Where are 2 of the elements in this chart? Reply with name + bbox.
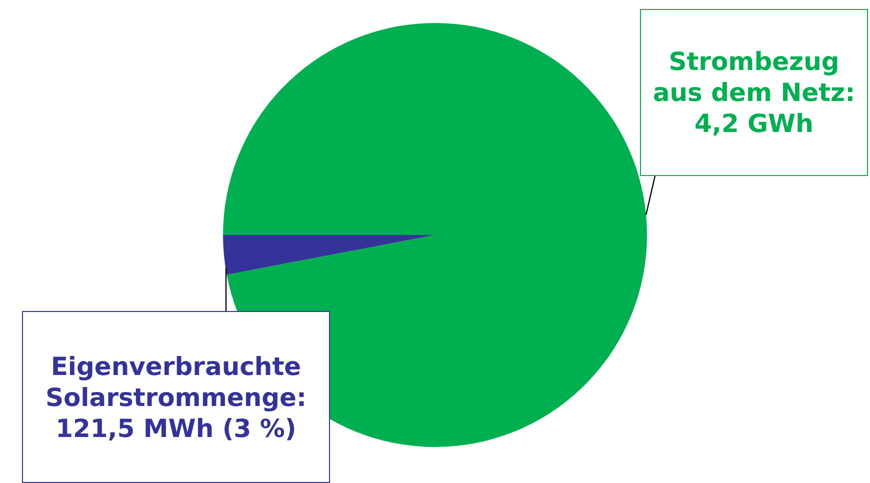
text: Eigenverbrauchte Solarstrommenge: 121,5 MWh (3 %) <box>44 350 308 444</box>
text: Strombezug aus dem Netz: 4,2 GWh <box>652 46 856 139</box>
